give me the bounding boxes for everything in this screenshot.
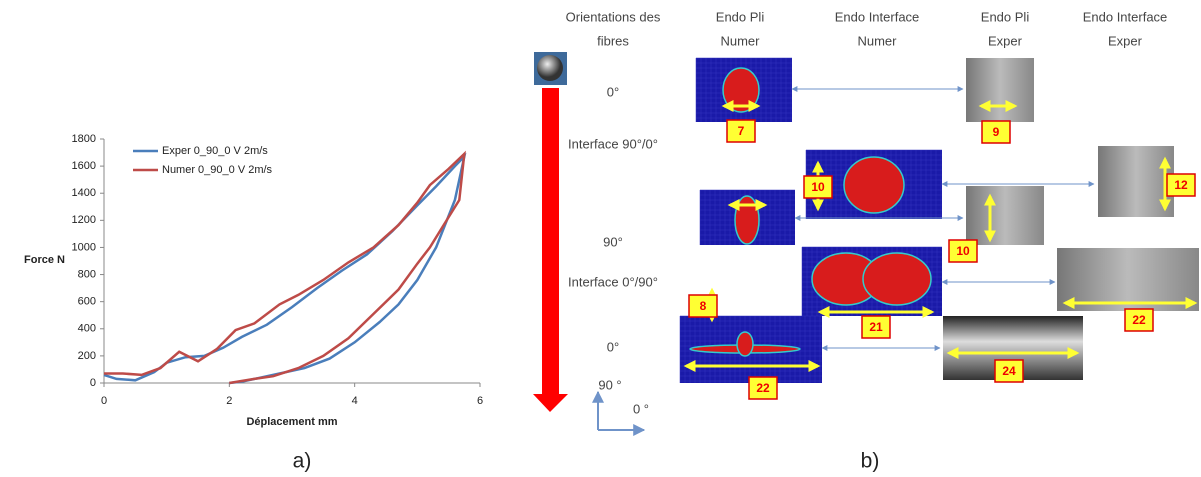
experimental-image (1098, 146, 1174, 217)
column-header: Exper (1108, 33, 1143, 48)
row-label: 0° (607, 84, 619, 99)
size-label: 7 (738, 124, 745, 138)
size-box (948, 239, 978, 263)
row-label: Interface 90°/0° (568, 136, 658, 151)
x-tick-label: 6 (477, 395, 483, 407)
size-box (994, 359, 1024, 383)
column-header: Exper (988, 33, 1023, 48)
size-label: 9 (993, 125, 1000, 139)
y-tick-label: 400 (78, 323, 96, 335)
y-tick-label: 0 (90, 377, 96, 389)
size-label: 12 (1174, 178, 1188, 192)
size-label: 8 (700, 299, 707, 313)
size-label: 22 (1132, 313, 1146, 327)
x-axis-label: Déplacement mm (246, 416, 337, 428)
ply-icon (537, 55, 563, 81)
stack-arrow (542, 88, 559, 394)
y-tick-label: 600 (78, 296, 96, 308)
x-tick-label: 4 (352, 395, 358, 407)
stack-arrow (533, 394, 568, 412)
y-tick-label: 200 (78, 350, 96, 362)
legend-label: Numer 0_90_0 V 2m/s (162, 164, 273, 176)
experimental-image (966, 186, 1044, 245)
caption: b) (861, 450, 880, 473)
legend-label: Exper 0_90_0 V 2m/s (162, 145, 268, 157)
row-label: 0° (607, 339, 619, 354)
size-label: 21 (869, 320, 883, 334)
size-label: 22 (756, 381, 770, 395)
damage-zone (736, 331, 754, 357)
size-box (861, 315, 891, 339)
size-label: 10 (811, 180, 825, 194)
y-tick-label: 1400 (72, 187, 96, 199)
column-header: Numer (857, 33, 897, 48)
column-header: Endo Interface (835, 9, 920, 24)
size-box (803, 175, 833, 199)
column-header: Endo Pli (981, 9, 1030, 24)
size-box (1124, 308, 1154, 332)
size-box (981, 120, 1011, 144)
column-header: Orientations des (566, 9, 661, 24)
damage-zone (734, 195, 760, 245)
caption: a) (293, 450, 312, 473)
damage-zone (843, 156, 905, 214)
size-label: 10 (956, 244, 970, 258)
column-header: Endo Interface (1083, 9, 1168, 24)
row-label: Interface 0°/90° (568, 274, 658, 289)
y-tick-label: 800 (78, 268, 96, 280)
column-header: Endo Pli (716, 9, 765, 24)
size-box (1166, 173, 1196, 197)
size-box (748, 376, 778, 400)
y-tick-label: 1800 (72, 133, 96, 145)
y-tick-label: 1000 (72, 241, 96, 253)
damage-zone (862, 252, 932, 306)
size-box (726, 119, 756, 143)
experimental-image (966, 58, 1034, 122)
y-tick-label: 1200 (72, 214, 96, 226)
column-header: Numer (720, 33, 760, 48)
axis-label: 90 ° (598, 377, 621, 392)
y-axis-label: Force N (24, 254, 65, 266)
column-header: fibres (597, 33, 629, 48)
y-tick-label: 1600 (72, 160, 96, 172)
data-line (103, 152, 467, 385)
row-label: 90° (603, 234, 623, 249)
x-tick-label: 2 (226, 395, 232, 407)
x-tick-label: 0 (101, 395, 107, 407)
size-box (688, 294, 718, 318)
axis-label: 0 ° (633, 401, 649, 416)
data-line (104, 150, 466, 385)
size-label: 24 (1002, 364, 1016, 378)
